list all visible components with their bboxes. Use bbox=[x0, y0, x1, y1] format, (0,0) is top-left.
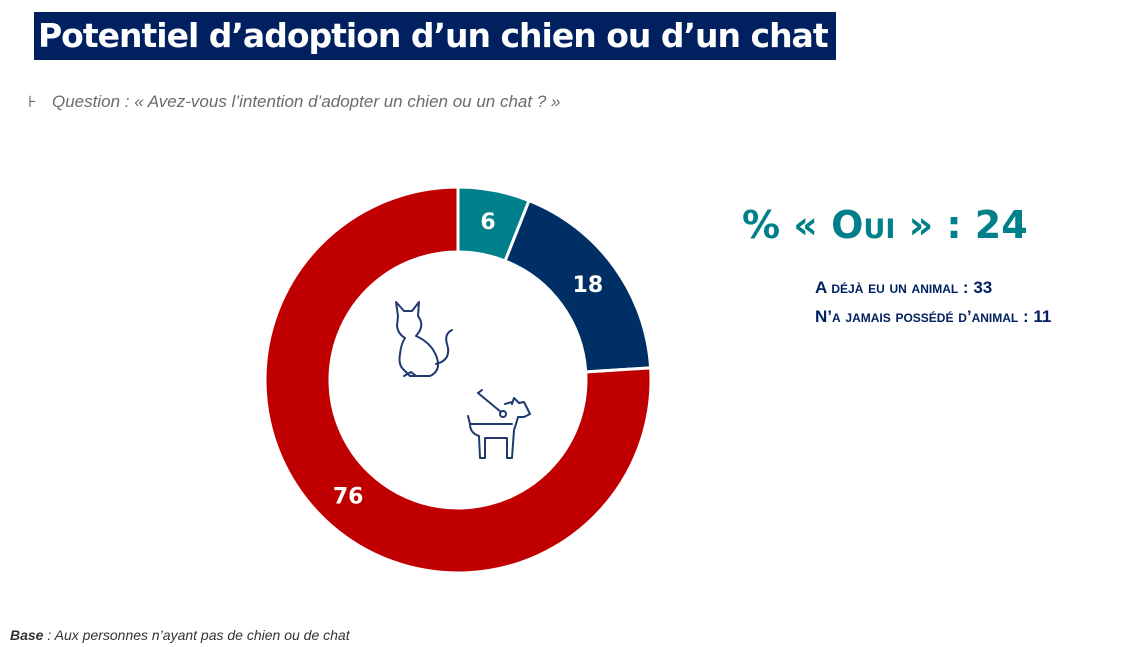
base-note: Base : Aux personnes n’ayant pas de chie… bbox=[10, 627, 350, 643]
donut-segment-label: 76 bbox=[333, 484, 364, 509]
donut-segment bbox=[263, 185, 653, 575]
question-text: Question : « Avez-vous l’intention d’ado… bbox=[52, 92, 561, 111]
question-line: ⊦ Question : « Avez-vous l’intention d’a… bbox=[28, 90, 560, 114]
donut-labels: 6 18 76 bbox=[333, 210, 603, 510]
cat-icon bbox=[395, 301, 453, 377]
donut-segment-label: 18 bbox=[573, 273, 604, 298]
kpi-headline: % « Oui » : 24 bbox=[742, 203, 1028, 247]
dog-on-leash-icon bbox=[467, 389, 531, 459]
kpi-sub-never-had-pet: N’a jamais possédé d’animal : 11 bbox=[815, 307, 1052, 326]
page-title: Potentiel d’adoption d’un chien ou d’un … bbox=[34, 12, 836, 60]
bullet-icon: ⊦ bbox=[28, 94, 37, 111]
kpi-sub-already-had-pet: A déjà eu un animal : 33 bbox=[815, 278, 993, 297]
donut-segments bbox=[263, 185, 653, 575]
donut-segment-label: 6 bbox=[480, 210, 495, 235]
